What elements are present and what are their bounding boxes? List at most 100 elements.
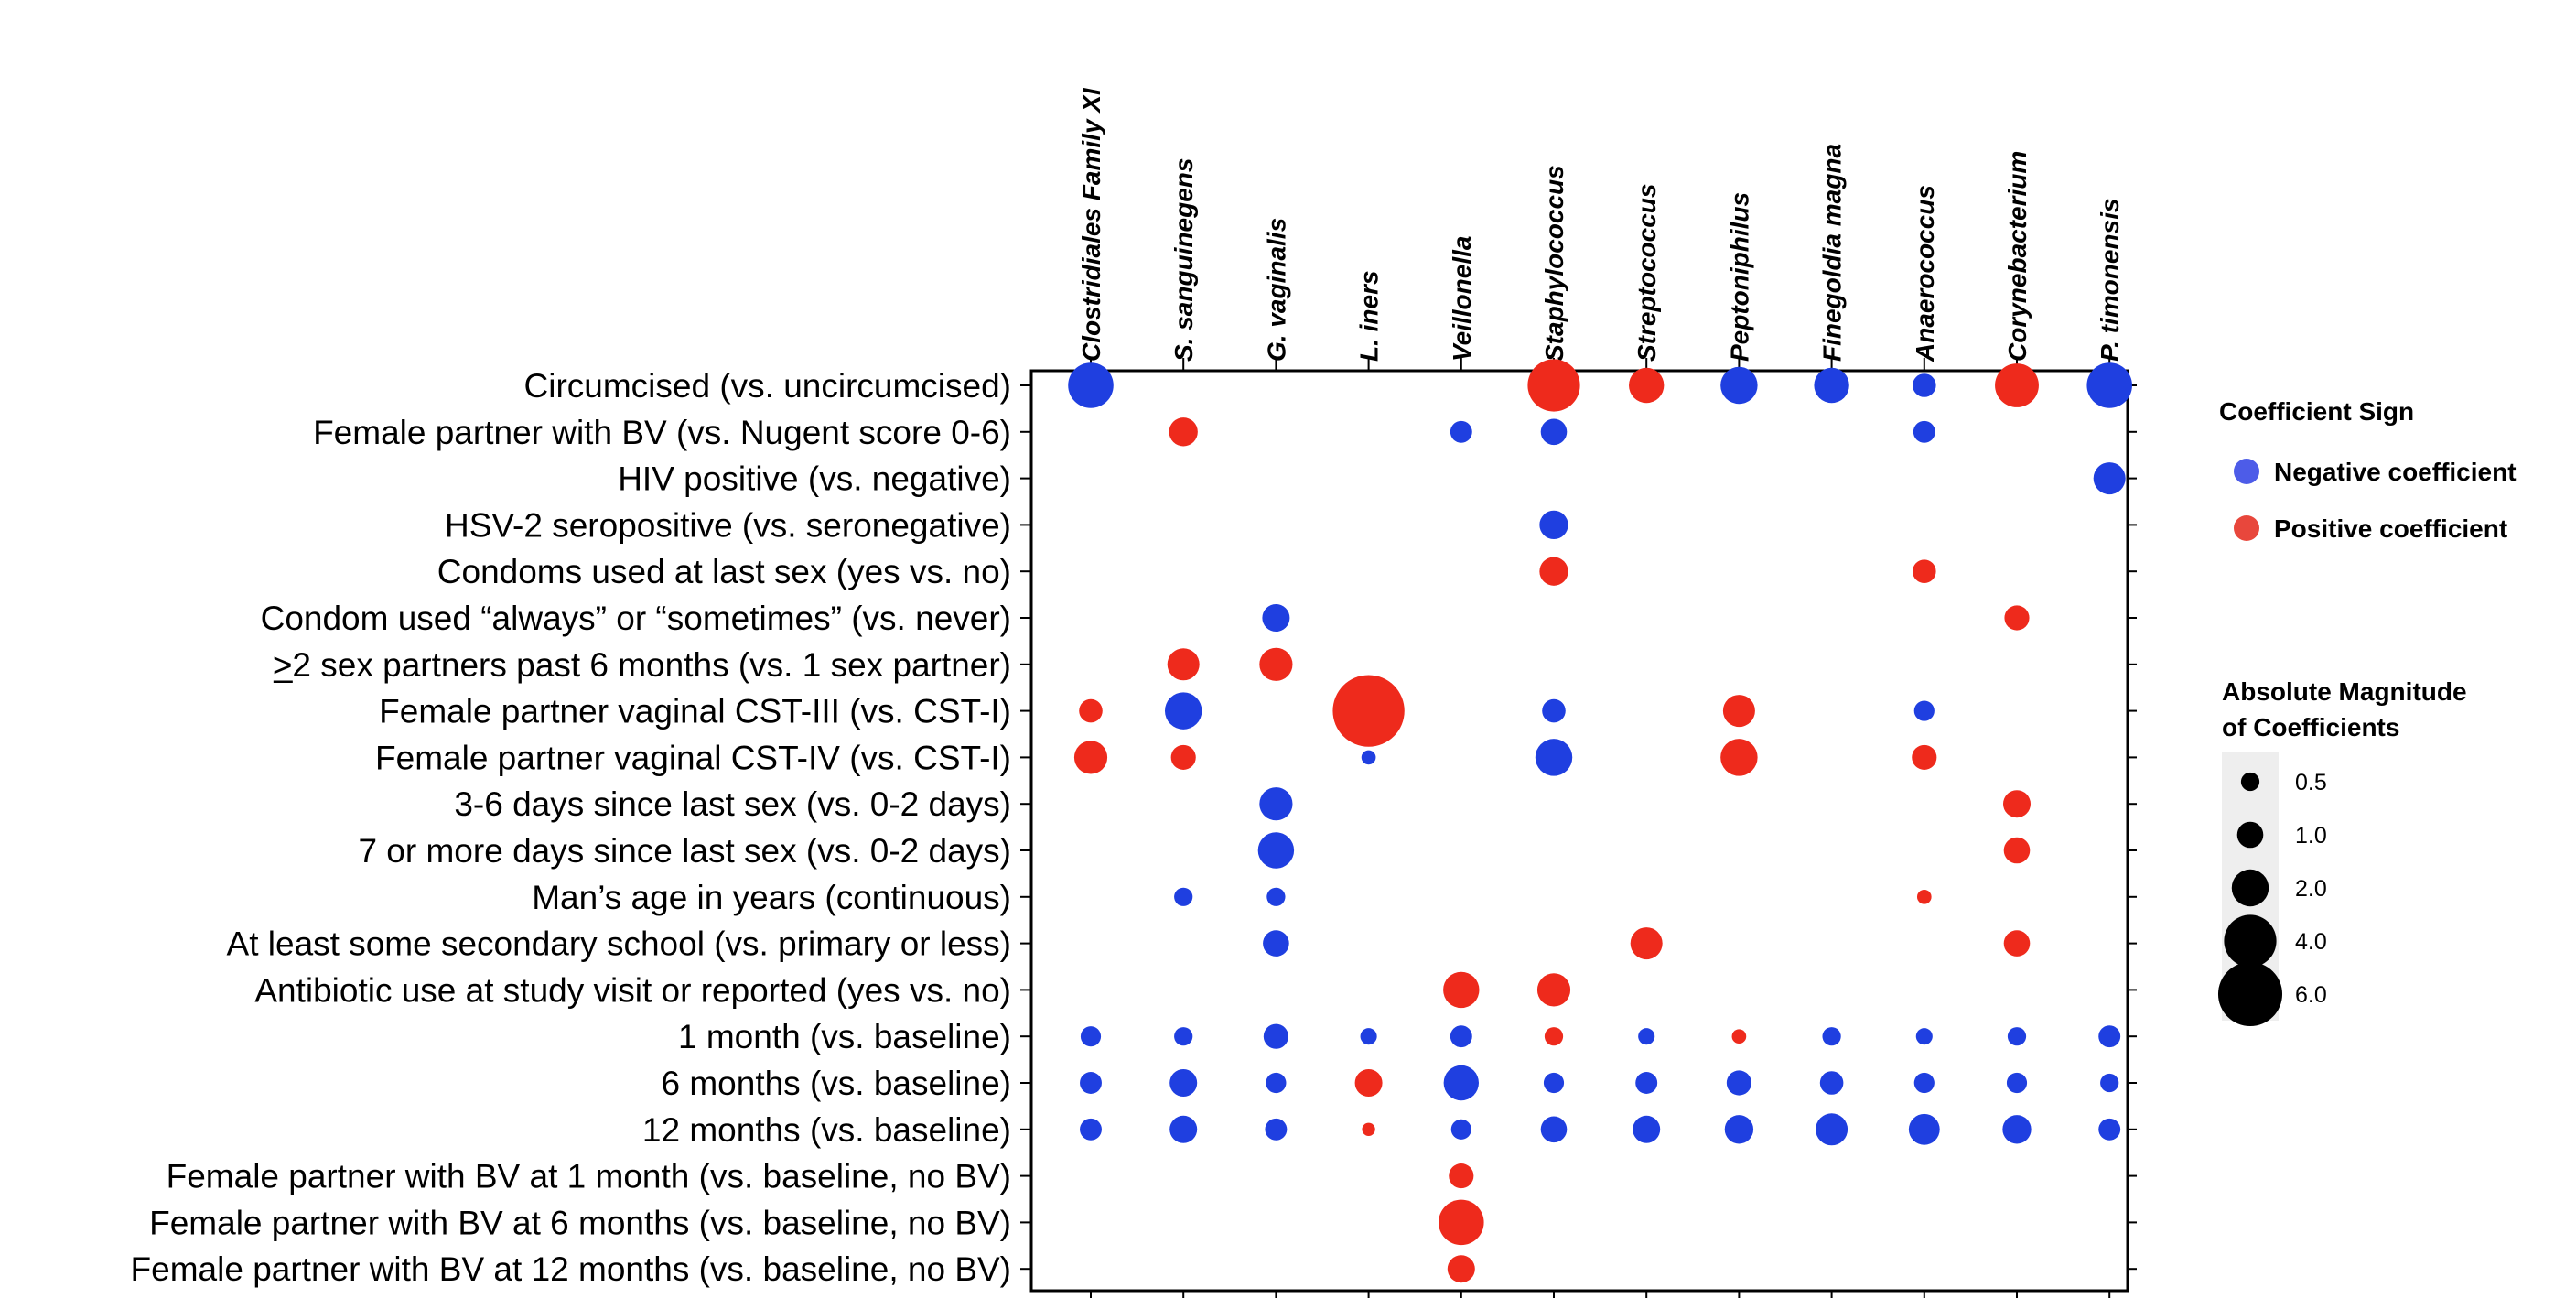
row-label: 7 or more days since last sex (vs. 0-2 d… <box>358 832 1011 870</box>
axis-ticks <box>1020 358 2137 1298</box>
negative-coefficient-dot <box>1535 739 1573 776</box>
negative-coefficient-dot <box>2098 1025 2121 1048</box>
column-label: Veillonella <box>1448 236 1476 362</box>
negative-coefficient-dot <box>1543 1072 1565 1094</box>
negative-coefficient-dot <box>1915 1028 1933 1045</box>
negative-coefficient-dot <box>1913 700 1935 721</box>
negative-coefficient-dot <box>1164 692 1202 730</box>
positive-coefficient-dot <box>2003 930 2031 957</box>
column-label: Staphylococcus <box>1540 165 1568 362</box>
positive-coefficient-dot <box>1722 695 1755 728</box>
negative-coefficient-dot <box>1540 1116 1568 1143</box>
coefficient-dots <box>1068 359 2132 1283</box>
plot-frame <box>1029 369 2129 1293</box>
size-key-label: 1.0 <box>2295 823 2327 849</box>
negative-coefficient-dot <box>1080 1072 1102 1094</box>
sign-legend-title: Coefficient Sign <box>2219 397 2414 426</box>
positive-coefficient-dot <box>2004 605 2030 631</box>
column-label: Finegoldia magna <box>1818 144 1847 362</box>
positive-coefficient-dot <box>1073 741 1108 774</box>
negative-coefficient-dot <box>1361 750 1376 765</box>
column-label: G. vaginalis <box>1262 218 1290 362</box>
positive-coefficient-dot <box>1629 367 1665 404</box>
positive-coefficient-dot <box>1731 1029 1747 1044</box>
negative-coefficient-dot <box>1263 1023 1288 1049</box>
size-key-dot <box>2217 961 2283 1027</box>
positive-coefficient-dot <box>1443 971 1480 1009</box>
positive-coefficient-dot <box>1079 698 1103 723</box>
positive-coefficient-dot <box>1449 1163 1474 1189</box>
negative-coefficient-dot <box>2086 362 2132 408</box>
size-key: 0.5 1.0 2.0 4.0 6.0 <box>2217 770 2327 1027</box>
negative-coefficient-dot <box>1169 1115 1198 1143</box>
negative-coefficient-dot <box>1724 1115 1754 1144</box>
negative-coefficient-label: Negative coefficient <box>2274 458 2517 486</box>
positive-coefficient-dot <box>1170 744 1196 770</box>
row-label: Female partner vaginal CST-IV (vs. CST-I… <box>375 739 1011 776</box>
positive-coefficient-dot <box>1913 559 1936 583</box>
negative-coefficient-dot <box>1262 604 1290 632</box>
positive-coefficient-dot <box>1536 973 1571 1007</box>
negative-coefficient-dot <box>1913 1072 1935 1094</box>
row-label: Female partner with BV at 6 months (vs. … <box>149 1204 1011 1241</box>
negative-coefficient-dot <box>1266 887 1286 906</box>
negative-coefficient-dot <box>2006 1072 2028 1094</box>
negative-coefficient-dot <box>1266 1072 1287 1094</box>
size-key-label: 6.0 <box>2295 982 2327 1008</box>
positive-coefficient-dot <box>1332 675 1405 747</box>
positive-coefficient-label: Positive coefficient <box>2274 514 2507 543</box>
negative-coefficient-dot <box>1259 787 1293 821</box>
positive-coefficient-dot <box>2003 790 2031 818</box>
row-label: >2 sex partners past 6 months (vs. 1 sex… <box>273 646 1011 684</box>
size-key-label: 4.0 <box>2295 929 2327 955</box>
row-label: Female partner vaginal CST-III (vs. CST-… <box>379 693 1011 730</box>
column-label: Streptococcus <box>1633 184 1661 362</box>
negative-coefficient-dot <box>1638 1028 1655 1045</box>
negative-coefficient-dot <box>1068 362 1114 408</box>
size-key-label: 0.5 <box>2295 770 2327 795</box>
row-label: Condom used “always” or “sometimes” (vs.… <box>261 600 1011 637</box>
negative-coefficient-dot <box>1540 418 1568 446</box>
negative-coefficient-dot <box>1360 1028 1377 1045</box>
positive-coefficient-dot <box>1259 647 1293 681</box>
negative-coefficient-dot <box>1080 1118 1102 1141</box>
positive-coefficient-dot <box>1354 1069 1383 1097</box>
negative-coefficient-dot <box>1726 1070 1751 1096</box>
size-key-dot <box>2231 869 2269 907</box>
negative-coefficient-dot <box>1174 1027 1193 1046</box>
negative-coefficient-dot <box>1450 1025 1472 1048</box>
size-key-dot <box>2240 772 2260 792</box>
row-label: Man’s age in years (continuous) <box>532 879 1011 916</box>
negative-coefficient-dot <box>1257 832 1295 869</box>
negative-coefficient-dot <box>2093 462 2126 495</box>
row-label: Female partner with BV at 12 months (vs.… <box>131 1250 1011 1288</box>
negative-coefficient-dot <box>1720 366 1758 405</box>
negative-coefficient-dot <box>1819 1071 1844 1095</box>
positive-coefficient-dot <box>1167 648 1200 681</box>
negative-coefficient-dot <box>1080 1026 1102 1047</box>
negative-coefficient-dot <box>1814 367 1849 404</box>
positive-coefficient-dot <box>1544 1027 1564 1046</box>
negative-coefficient-dot <box>1443 1065 1479 1101</box>
size-legend-title-line1: Absolute Magnitude <box>2222 677 2467 706</box>
size-key-dot <box>2236 821 2264 849</box>
column-label: Anaerococcus <box>1911 185 1939 362</box>
column-label: P. timonensis <box>2096 199 2124 362</box>
positive-coefficient-dot <box>1362 1122 1375 1136</box>
size-key-dot <box>2224 914 2277 968</box>
column-label: Corynebacterium <box>2003 151 2032 362</box>
negative-coefficient-dot <box>1542 698 1566 723</box>
row-label: At least some secondary school (vs. prim… <box>227 925 1011 963</box>
row-label: 1 month (vs. baseline) <box>678 1018 1011 1055</box>
row-label: 3-6 days since last sex (vs. 0-2 days) <box>454 785 1011 823</box>
positive-coefficient-dot <box>1916 889 1932 904</box>
size-key-label: 2.0 <box>2295 876 2327 902</box>
positive-coefficient-dot <box>1447 1255 1475 1283</box>
negative-coefficient-dot <box>1169 1069 1198 1097</box>
row-label: Female partner with BV (vs. Nugent score… <box>313 414 1011 451</box>
positive-coefficient-dot <box>1439 1199 1484 1246</box>
negative-coefficient-dot <box>1263 930 1289 957</box>
positive-coefficient-dot <box>1912 744 1937 770</box>
column-label: Clostridiales Family XI <box>1077 87 1105 362</box>
